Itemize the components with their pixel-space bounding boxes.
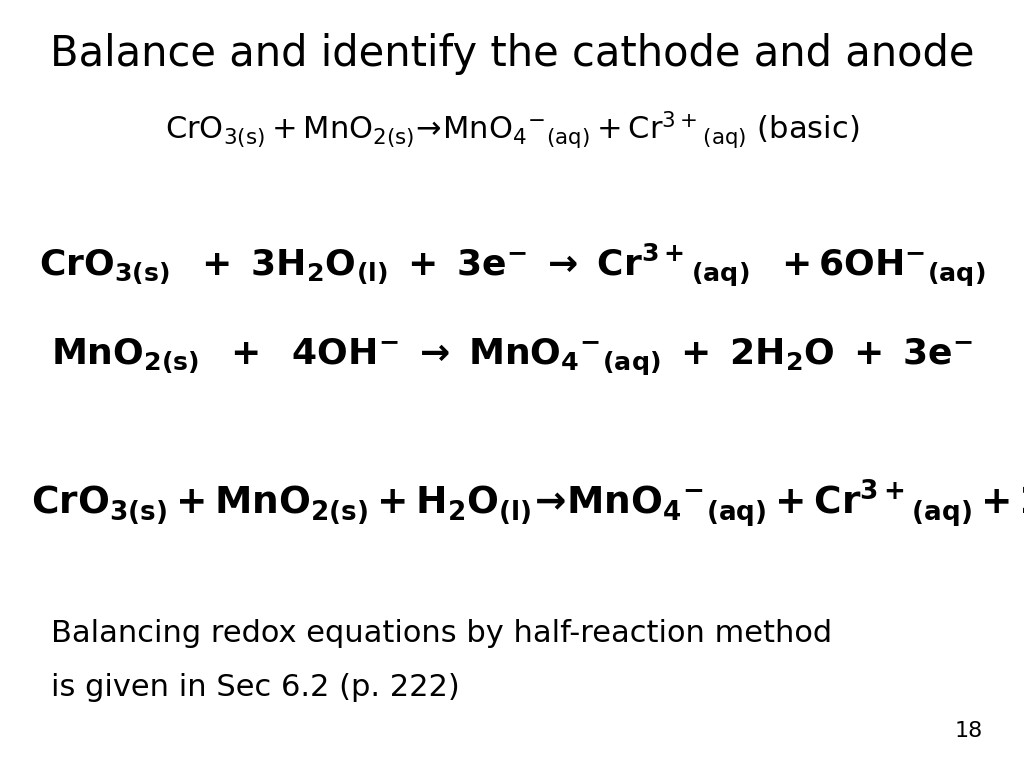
Text: $\mathrm{CrO_{3(s)} + MnO_{2(s)}\!\rightarrow\!MnO_4{}^{-}{}_{(aq)} + Cr^{3+}{}_: $\mathrm{CrO_{3(s)} + MnO_{2(s)}\!\right… <box>165 110 859 151</box>
Text: $\mathbf{MnO_{2(s)}\ \ +\ \ 4OH^{-}\ \rightarrow\ MnO_4{}^{-}{}_{(aq)}\ +\ 2H_2O: $\mathbf{MnO_{2(s)}\ \ +\ \ 4OH^{-}\ \ri… <box>51 336 973 378</box>
Text: 18: 18 <box>954 721 983 741</box>
Text: Balance and identify the cathode and anode: Balance and identify the cathode and ano… <box>50 33 974 74</box>
Text: is given in Sec 6.2 (p. 222): is given in Sec 6.2 (p. 222) <box>51 673 460 702</box>
Text: Balancing redox equations by half-reaction method: Balancing redox equations by half-reacti… <box>51 619 833 648</box>
Text: $\mathbf{CrO_{3(s)}+MnO_{2(s)}+H_2O_{(l)}\!\rightarrow\!MnO_4{}^{-}{}_{(aq)}+Cr^: $\mathbf{CrO_{3(s)}+MnO_{2(s)}+H_2O_{(l)… <box>31 477 1024 529</box>
Text: $\mathbf{CrO_{3(s)}\ \ +\ 3H_2O_{(l)}\ +\ 3e^{-}\ \rightarrow\ Cr^{3+}{}_{(aq)}\: $\mathbf{CrO_{3(s)}\ \ +\ 3H_2O_{(l)}\ +… <box>39 241 985 289</box>
